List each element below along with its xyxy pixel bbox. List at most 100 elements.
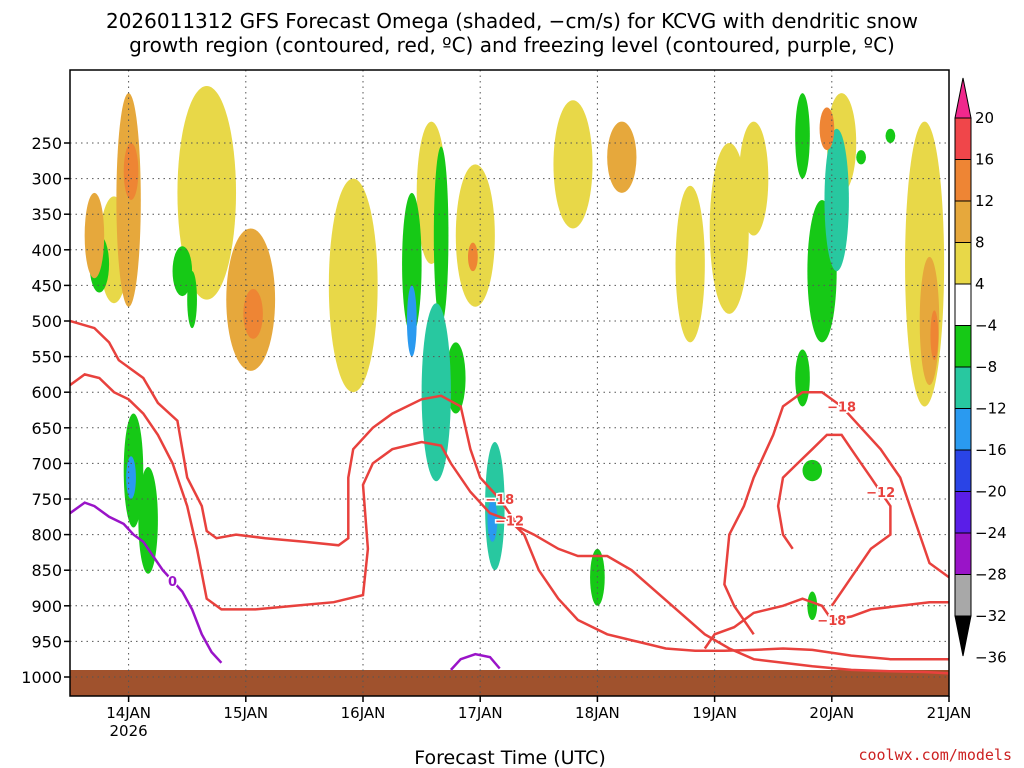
omega-region [243, 288, 263, 339]
colorbar-tick-label: −12 [975, 400, 1007, 418]
omega-region [856, 150, 866, 165]
omega-region [675, 185, 705, 343]
dendritic-contour [723, 390, 949, 636]
omega-region [487, 499, 498, 542]
colorbar-swatch [954, 117, 972, 160]
omega-region [819, 107, 835, 151]
chart-title-line-1: 2026011312 GFS Forecast Omega (shaded, −… [106, 9, 918, 33]
omega-region [802, 459, 823, 482]
colorbar-bottom-arrow [954, 615, 972, 657]
omega-region [795, 93, 810, 179]
omega-region [553, 100, 593, 229]
colorbar-swatch [954, 491, 972, 534]
colorbar-swatch [954, 200, 972, 243]
omega-region [795, 349, 810, 407]
colorbar-top-arrow [954, 77, 972, 119]
x-axis-label: Forecast Time (UTC) [414, 747, 605, 768]
colorbar-tick-label: 8 [975, 234, 985, 252]
dendritic-contour [703, 597, 949, 650]
dendritic-contour [70, 319, 949, 675]
freezing-level-contour [449, 652, 501, 671]
y-tick-label: 950 [31, 632, 62, 651]
y-tick-label: 650 [31, 419, 62, 438]
colorbar-swatch [954, 532, 972, 575]
y-tick-label: 900 [31, 597, 62, 616]
y-tick-label: 800 [31, 526, 62, 545]
omega-region [177, 86, 237, 300]
colorbar-tick-label: −8 [975, 358, 997, 376]
x-tick-label: 17JAN [458, 704, 503, 722]
omega-region [807, 591, 818, 621]
omega-region [455, 164, 495, 307]
omega-region [187, 271, 197, 329]
plot-frame [69, 69, 950, 697]
omega-region [607, 121, 637, 193]
omega-region [402, 192, 422, 336]
omega-region [433, 146, 449, 325]
y-tick-label: 550 [31, 348, 62, 367]
y-tick-label: 1000 [21, 668, 62, 687]
colorbar: 20 16 12 8 4 −4 −8 −12 −16 −20 −24 −28 −32 −36 [954, 77, 1007, 667]
x-tick-label: 19JAN [692, 704, 737, 722]
dendritic-contour-label: −12 [866, 486, 895, 501]
y-tick-label: 400 [31, 241, 62, 260]
x-tick-label: 15JAN [223, 704, 268, 722]
omega-region [709, 143, 749, 314]
omega-region [467, 242, 478, 272]
y-tick-label: 300 [31, 170, 62, 189]
omega-region [84, 192, 105, 279]
colorbar-tick-label: −32 [975, 607, 1007, 625]
chart-title-line-2: growth region (contoured, red, ºC) and f… [129, 33, 895, 57]
colorbar-swatch [954, 449, 972, 492]
x-tick-label: 20JAN [809, 704, 854, 722]
omega-region [172, 246, 193, 297]
colorbar-swatch [954, 159, 972, 202]
y-tick-label: 250 [31, 134, 62, 153]
y-tick-label: 450 [31, 276, 62, 295]
dendritic-contour-label: −18 [485, 493, 514, 508]
dendritic-contour-label: −18 [817, 614, 846, 629]
omega-region [739, 121, 769, 236]
colorbar-swatch [954, 574, 972, 617]
omega-region [328, 178, 378, 393]
omega-region [446, 342, 466, 414]
dendritic-contour-label: −18 [827, 400, 856, 415]
omega-region [126, 456, 136, 500]
omega-region [138, 466, 158, 574]
colorbar-swatch [954, 325, 972, 368]
omega-region [421, 303, 451, 482]
colorbar-tick-label: 12 [975, 192, 994, 210]
colorbar-tick-label: −20 [975, 483, 1007, 501]
colorbar-tick-label: −24 [975, 524, 1007, 542]
x-tick-sublabel: 2026 [110, 722, 148, 740]
x-tick-label: 14JAN [106, 704, 151, 722]
colorbar-tick-label: −36 [975, 649, 1007, 667]
credit-text: coolwx.com/models [858, 746, 1012, 764]
y-tick-label: 350 [31, 205, 62, 224]
contour-lines: −18 −12 −18 −18 −12 0 [70, 319, 949, 675]
colorbar-swatch [954, 408, 972, 451]
y-tick-label: 750 [31, 490, 62, 509]
omega-region [116, 93, 141, 307]
colorbar-tick-label: 16 [975, 151, 994, 169]
x-tick-label: 21JAN [927, 704, 972, 722]
colorbar-tick-label: 20 [975, 109, 994, 127]
colorbar-tick-label: −16 [975, 441, 1007, 459]
colorbar-tick-label: 4 [975, 275, 985, 293]
omega-region [885, 128, 896, 144]
ground-terrain [70, 670, 949, 696]
omega-region [123, 143, 139, 200]
y-tick-label: 700 [31, 454, 62, 473]
y-tick-label: 850 [31, 561, 62, 580]
omega-shading [84, 86, 945, 621]
colorbar-tick-label: −28 [975, 566, 1007, 584]
y-tick-label: 600 [31, 383, 62, 402]
freezing-level-contour-label: 0 [168, 575, 177, 590]
colorbar-swatch [954, 366, 972, 409]
dendritic-contour [776, 433, 892, 607]
colorbar-tick-label: −4 [975, 317, 997, 335]
dendritic-contour [70, 373, 949, 661]
y-axis: 250 300 350 400 450 500 550 600 650 700 750 800 850 9… [21, 134, 70, 687]
